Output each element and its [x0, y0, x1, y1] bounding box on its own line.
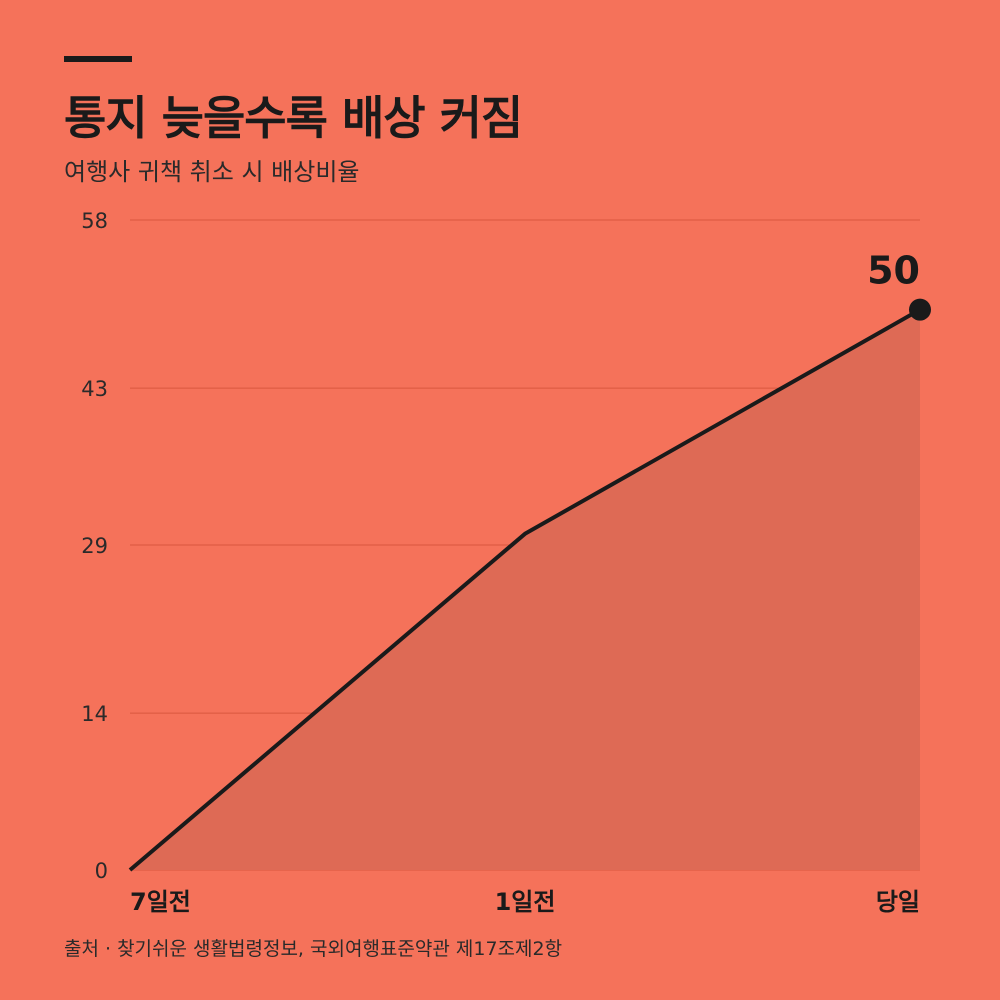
source-note: 출처 · 찾기쉬운 생활법령정보, 국외여행표준약관 제17조제2항: [64, 938, 563, 960]
y-tick-label: 14: [81, 702, 108, 726]
series-line: [128, 307, 921, 872]
chart-subtitle: 여행사 귀책 취소 시 배상비율: [64, 158, 360, 186]
area-fill: [130, 309, 920, 871]
title-accent-bar: [64, 56, 132, 62]
data-point-marker: [909, 298, 931, 321]
y-tick-label: 43: [81, 377, 108, 401]
chart-title: 통지 늦을수록 배상 커짐: [64, 91, 523, 145]
y-tick-label: 0: [95, 859, 108, 883]
x-tick-label: 7일전: [130, 888, 191, 916]
data-label: 50: [867, 249, 920, 293]
x-tick-label: 1일전: [495, 888, 556, 916]
x-tick-label: 당일: [876, 888, 920, 916]
y-tick-label: 58: [81, 209, 108, 233]
y-tick-label: 29: [81, 534, 108, 558]
